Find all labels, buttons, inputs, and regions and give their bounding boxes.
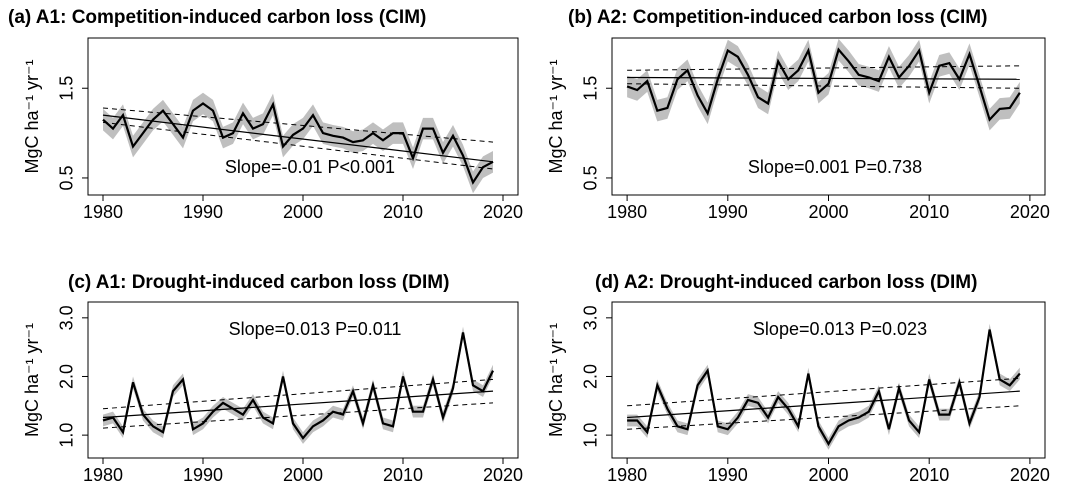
x-tick-label: 2000 xyxy=(283,465,323,485)
x-tick-label: 1980 xyxy=(607,202,647,222)
data-line xyxy=(626,47,1021,122)
y-tick-label: 3.0 xyxy=(581,305,601,330)
y-tick-label: 3.0 xyxy=(57,305,77,330)
trend-ci-lower xyxy=(102,402,494,429)
y-tick-label: 0.5 xyxy=(581,165,601,190)
annotation: Slope=0.013 P=0.023 xyxy=(753,319,927,339)
y-axis-label: MgC ha⁻¹ yr⁻¹ xyxy=(22,323,42,437)
panel-title: (d) A2: Drought-induced carbon loss (DIM… xyxy=(595,272,977,293)
x-tick-label: 2010 xyxy=(909,465,949,485)
confidence-band xyxy=(103,92,493,194)
annotation: Slope=0.013 P=0.011 xyxy=(229,319,402,339)
y-tick-label: 2.0 xyxy=(57,364,77,389)
x-tick-label: 1990 xyxy=(708,202,748,222)
y-tick-label: 1.0 xyxy=(57,423,77,448)
y-tick-label: 1.0 xyxy=(581,423,601,448)
panel-title: (b) A2: Competition-induced carbon loss … xyxy=(568,7,987,28)
panel-title: (c) A1: Drought-induced carbon loss (DIM… xyxy=(68,272,449,293)
y-tick-label: 0.5 xyxy=(57,165,77,190)
trend-ci-upper xyxy=(102,107,494,143)
y-tick-label: 2.0 xyxy=(581,364,601,389)
x-tick-label: 2010 xyxy=(383,202,423,222)
x-tick-label: 2010 xyxy=(909,202,949,222)
trend-ci-upper xyxy=(102,378,494,410)
x-tick-label: 2020 xyxy=(483,465,523,485)
x-tick-label: 1990 xyxy=(183,202,223,222)
trend-line xyxy=(627,390,1020,419)
x-tick-label: 2010 xyxy=(383,465,423,485)
x-tick-label: 2020 xyxy=(483,202,523,222)
data-line xyxy=(627,329,1021,447)
x-tick-label: 1980 xyxy=(607,465,647,485)
y-axis-label: MgC ha⁻¹ yr⁻¹ xyxy=(546,59,566,173)
x-tick-label: 2000 xyxy=(808,465,848,485)
x-tick-label: 1990 xyxy=(183,465,223,485)
x-tick-label: 2000 xyxy=(283,202,323,222)
x-tick-label: 1980 xyxy=(83,202,123,222)
y-tick-label: 1.5 xyxy=(581,76,601,101)
x-tick-label: 2000 xyxy=(808,202,848,222)
x-tick-label: 2020 xyxy=(1010,202,1050,222)
y-axis-label: MgC ha⁻¹ yr⁻¹ xyxy=(22,59,42,173)
x-tick-label: 2020 xyxy=(1010,465,1050,485)
trend-line xyxy=(102,114,494,163)
data-line xyxy=(102,101,494,185)
trend-ci-upper xyxy=(627,65,1020,71)
annotation: Slope=-0.01 P<0.001 xyxy=(225,157,395,177)
y-axis-label: MgC ha⁻¹ yr⁻¹ xyxy=(546,323,566,437)
x-tick-label: 1990 xyxy=(708,465,748,485)
trend-ci-lower xyxy=(102,121,494,170)
data-line xyxy=(102,332,494,440)
trend-ci-lower xyxy=(627,405,1020,430)
trend-ci-upper xyxy=(627,377,1020,407)
panel-title: (a) A1: Competition-induced carbon loss … xyxy=(8,7,426,28)
trend-line xyxy=(627,76,1020,80)
annotation: Slope=0.001 P=0.738 xyxy=(748,157,922,177)
x-tick-label: 1980 xyxy=(83,465,123,485)
y-tick-label: 1.5 xyxy=(57,76,77,101)
